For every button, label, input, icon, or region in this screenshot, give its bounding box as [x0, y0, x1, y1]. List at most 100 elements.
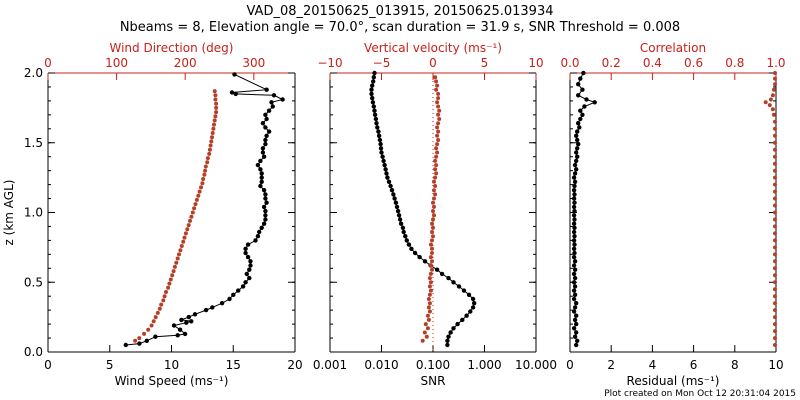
data-point [133, 338, 138, 343]
data-point [430, 221, 434, 226]
data-point [186, 223, 191, 228]
data-point [394, 204, 400, 210]
x-bottom-tick-label: 10 [768, 358, 783, 372]
figure-subtitle: Nbeams = 8, Elevation angle = 70.0°, sca… [120, 20, 680, 35]
x-bottom-tick-label: 5 [106, 358, 114, 372]
data-point [404, 238, 409, 243]
data-point [433, 184, 438, 188]
data-point [773, 252, 777, 257]
data-point [374, 121, 379, 126]
data-point [174, 260, 179, 265]
data-point [575, 137, 580, 143]
data-point [375, 125, 380, 130]
data-point [428, 288, 433, 293]
data-point [572, 267, 578, 272]
data-point [571, 309, 577, 314]
x-bottom-tick-label: 10.000 [515, 358, 557, 372]
data-point [575, 154, 580, 159]
data-point [432, 213, 436, 218]
data-point [166, 285, 171, 290]
data-point [248, 259, 253, 264]
data-point [574, 321, 579, 327]
data-point [373, 116, 379, 122]
data-point [378, 141, 383, 147]
data-point [137, 336, 142, 341]
data-point [213, 114, 218, 119]
data-point [773, 280, 777, 285]
y-tick-label: 0.5 [24, 275, 43, 289]
data-point [574, 167, 579, 172]
x-top-tick-label: 10 [528, 56, 543, 70]
data-point [371, 75, 376, 80]
data-point [210, 131, 215, 135]
data-point [395, 208, 401, 214]
y-tick-label: 2.0 [24, 66, 43, 80]
data-point [773, 133, 777, 138]
data-point [434, 79, 439, 84]
x-bottom-tick-label: 4 [649, 358, 657, 372]
data-point [157, 306, 162, 311]
data-point [212, 122, 216, 127]
data-point [572, 179, 578, 184]
data-point [572, 225, 577, 230]
data-point [263, 213, 268, 218]
data-point [266, 129, 272, 134]
y-axis-label: z (km AGL) [2, 180, 16, 246]
data-point [189, 319, 194, 324]
x-top-tick-label: 0 [44, 56, 52, 70]
data-point [464, 313, 469, 318]
data-point [434, 267, 440, 272]
data-point [451, 280, 456, 285]
data-point [243, 280, 248, 285]
data-point [773, 71, 777, 75]
data-point [392, 196, 397, 201]
data-point [193, 202, 198, 207]
data-point [426, 297, 431, 301]
data-point [773, 308, 777, 313]
data-point [773, 196, 777, 201]
data-point [380, 154, 385, 159]
data-point [431, 200, 435, 205]
data-point [369, 87, 374, 92]
data-point [190, 210, 195, 215]
data-point [376, 129, 381, 134]
data-point [179, 244, 184, 248]
data-point [770, 107, 775, 112]
data-point [263, 137, 268, 143]
data-point [773, 245, 777, 250]
data-point [247, 275, 252, 281]
y-tick-label: 0.0 [24, 345, 43, 359]
data-point [168, 277, 173, 282]
data-point [259, 179, 264, 184]
data-point [378, 146, 384, 151]
data-point [428, 280, 433, 285]
data-point [575, 129, 580, 134]
data-point [436, 104, 441, 109]
data-point [280, 97, 285, 102]
data-point [258, 158, 263, 164]
data-point [232, 72, 237, 77]
data-point [175, 333, 180, 338]
data-point [433, 175, 438, 180]
data-point [247, 267, 252, 272]
data-point [576, 93, 581, 98]
data-point [773, 76, 777, 81]
data-point [377, 137, 383, 143]
data-point [264, 200, 269, 205]
data-point [406, 242, 412, 247]
data-point [261, 154, 267, 159]
data-point [146, 327, 151, 332]
data-point [461, 288, 467, 293]
data-point [259, 171, 264, 176]
data-point [203, 168, 208, 173]
data-point [435, 125, 440, 130]
data-point [270, 104, 275, 109]
data-point [409, 246, 414, 251]
x-bottom-tick-label: 0.100 [416, 358, 450, 372]
data-point [393, 200, 399, 205]
x-bottom-tick-label: 8 [731, 358, 739, 372]
data-point [773, 329, 777, 334]
data-point [397, 217, 403, 222]
data-point [572, 334, 578, 339]
